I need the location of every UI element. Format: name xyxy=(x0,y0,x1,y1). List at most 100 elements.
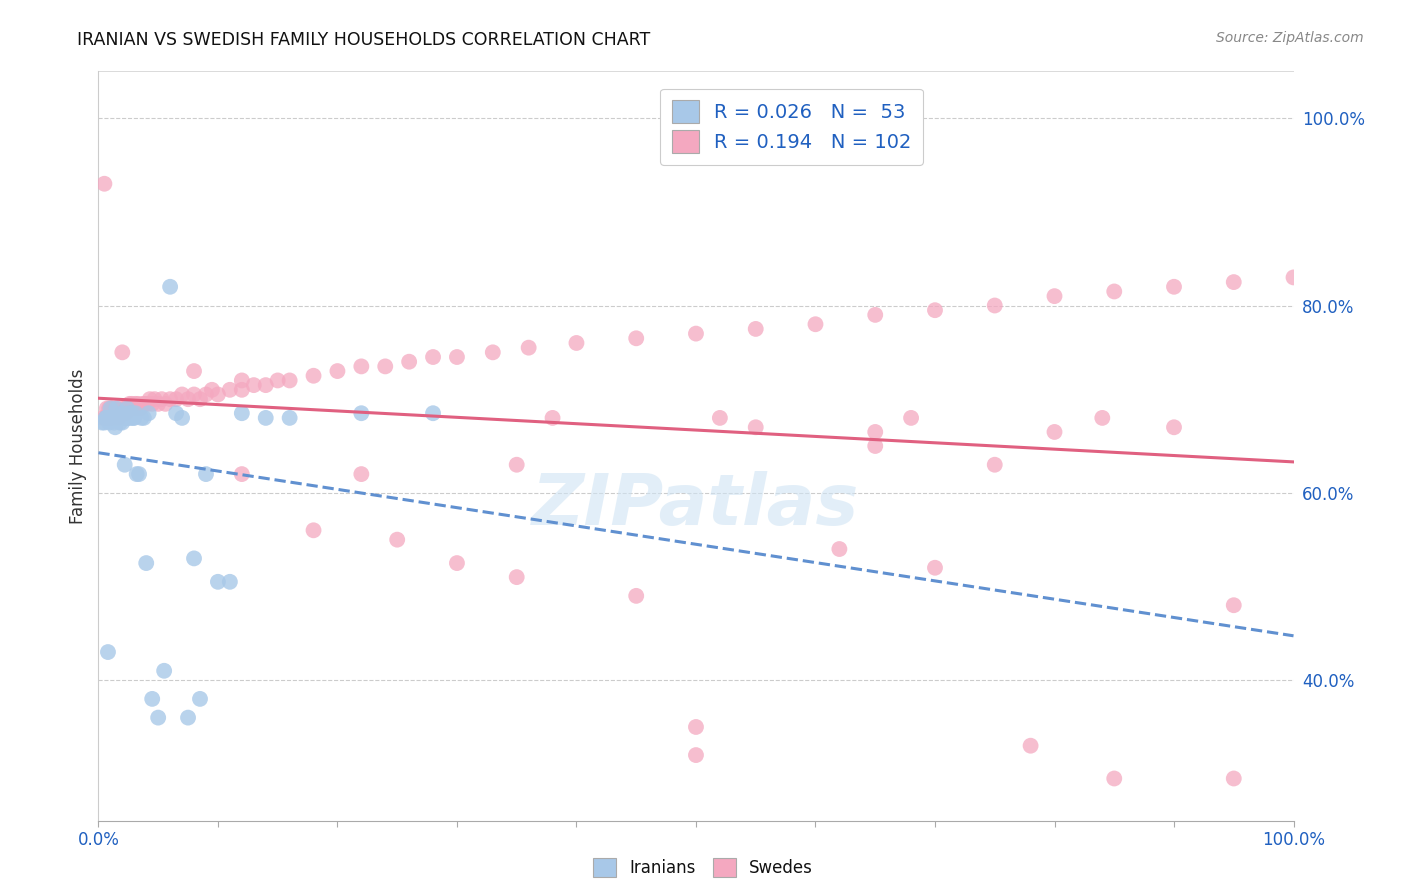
Point xyxy=(98,416,121,430)
Point xyxy=(267,374,290,388)
Point xyxy=(131,410,153,425)
Point xyxy=(114,458,136,472)
Point xyxy=(98,410,122,425)
Point xyxy=(127,397,149,411)
Point xyxy=(231,467,253,482)
Point xyxy=(172,387,194,401)
Point xyxy=(1282,270,1305,285)
Point xyxy=(124,401,146,416)
Point xyxy=(165,392,187,407)
Point xyxy=(1223,772,1246,786)
Point xyxy=(374,359,396,374)
Point xyxy=(195,467,218,482)
Point xyxy=(117,401,139,416)
Y-axis label: Family Households: Family Households xyxy=(69,368,87,524)
Point xyxy=(231,383,253,397)
Point xyxy=(107,406,129,420)
Point xyxy=(626,331,648,345)
Point xyxy=(112,410,135,425)
Point xyxy=(201,383,224,397)
Point xyxy=(155,397,177,411)
Point xyxy=(685,112,707,126)
Point xyxy=(517,341,540,355)
Point xyxy=(350,406,373,420)
Point xyxy=(446,556,468,570)
Point xyxy=(103,416,125,430)
Point xyxy=(129,401,152,416)
Point xyxy=(231,374,253,388)
Point xyxy=(93,416,115,430)
Point xyxy=(1019,739,1042,753)
Point xyxy=(1223,599,1246,613)
Point xyxy=(111,416,134,430)
Point xyxy=(153,664,176,678)
Point xyxy=(101,410,124,425)
Point xyxy=(93,177,115,191)
Point xyxy=(117,410,139,425)
Point xyxy=(165,406,187,420)
Point xyxy=(104,406,127,420)
Point xyxy=(148,711,170,725)
Point xyxy=(984,458,1007,472)
Point xyxy=(111,345,134,359)
Point xyxy=(118,397,141,411)
Point xyxy=(828,541,851,557)
Point xyxy=(110,406,132,420)
Point xyxy=(94,410,117,425)
Point xyxy=(177,392,200,407)
Legend: Iranians, Swedes: Iranians, Swedes xyxy=(586,851,820,884)
Point xyxy=(105,401,128,416)
Point xyxy=(1163,420,1185,434)
Point xyxy=(900,410,922,425)
Point xyxy=(98,401,121,416)
Point xyxy=(183,551,205,566)
Point xyxy=(136,397,159,411)
Point xyxy=(804,317,827,331)
Point xyxy=(177,711,200,725)
Point xyxy=(446,350,468,364)
Text: IRANIAN VS SWEDISH FAMILY HOUSEHOLDS CORRELATION CHART: IRANIAN VS SWEDISH FAMILY HOUSEHOLDS COR… xyxy=(77,31,651,49)
Point xyxy=(350,467,373,482)
Point xyxy=(91,410,114,425)
Point xyxy=(114,401,136,416)
Point xyxy=(1163,280,1185,294)
Point xyxy=(98,401,122,416)
Legend: R = 0.026   N =  53, R = 0.194   N = 102: R = 0.026 N = 53, R = 0.194 N = 102 xyxy=(659,88,924,165)
Point xyxy=(865,425,887,439)
Point xyxy=(541,410,564,425)
Point xyxy=(132,410,155,425)
Point xyxy=(1043,289,1066,303)
Point xyxy=(243,378,266,392)
Point xyxy=(111,406,134,420)
Point xyxy=(422,406,444,420)
Point xyxy=(302,523,325,537)
Point xyxy=(139,392,162,407)
Point xyxy=(278,410,301,425)
Point xyxy=(984,298,1007,313)
Point xyxy=(481,345,505,359)
Point xyxy=(745,420,768,434)
Point xyxy=(865,308,887,322)
Point xyxy=(219,574,242,589)
Point xyxy=(745,322,768,336)
Point xyxy=(685,326,707,341)
Point xyxy=(121,397,143,411)
Point xyxy=(565,336,588,351)
Point xyxy=(108,416,131,430)
Point xyxy=(125,467,148,482)
Point xyxy=(398,355,420,369)
Point xyxy=(159,280,181,294)
Point xyxy=(924,303,946,318)
Text: Source: ZipAtlas.com: Source: ZipAtlas.com xyxy=(1216,31,1364,45)
Point xyxy=(107,410,129,425)
Point xyxy=(685,747,707,762)
Point xyxy=(115,410,138,425)
Point xyxy=(219,383,242,397)
Point xyxy=(108,401,131,416)
Point xyxy=(105,410,128,425)
Point xyxy=(1104,772,1126,786)
Point xyxy=(101,401,124,416)
Point xyxy=(506,570,529,584)
Point xyxy=(1104,285,1126,299)
Point xyxy=(626,589,648,603)
